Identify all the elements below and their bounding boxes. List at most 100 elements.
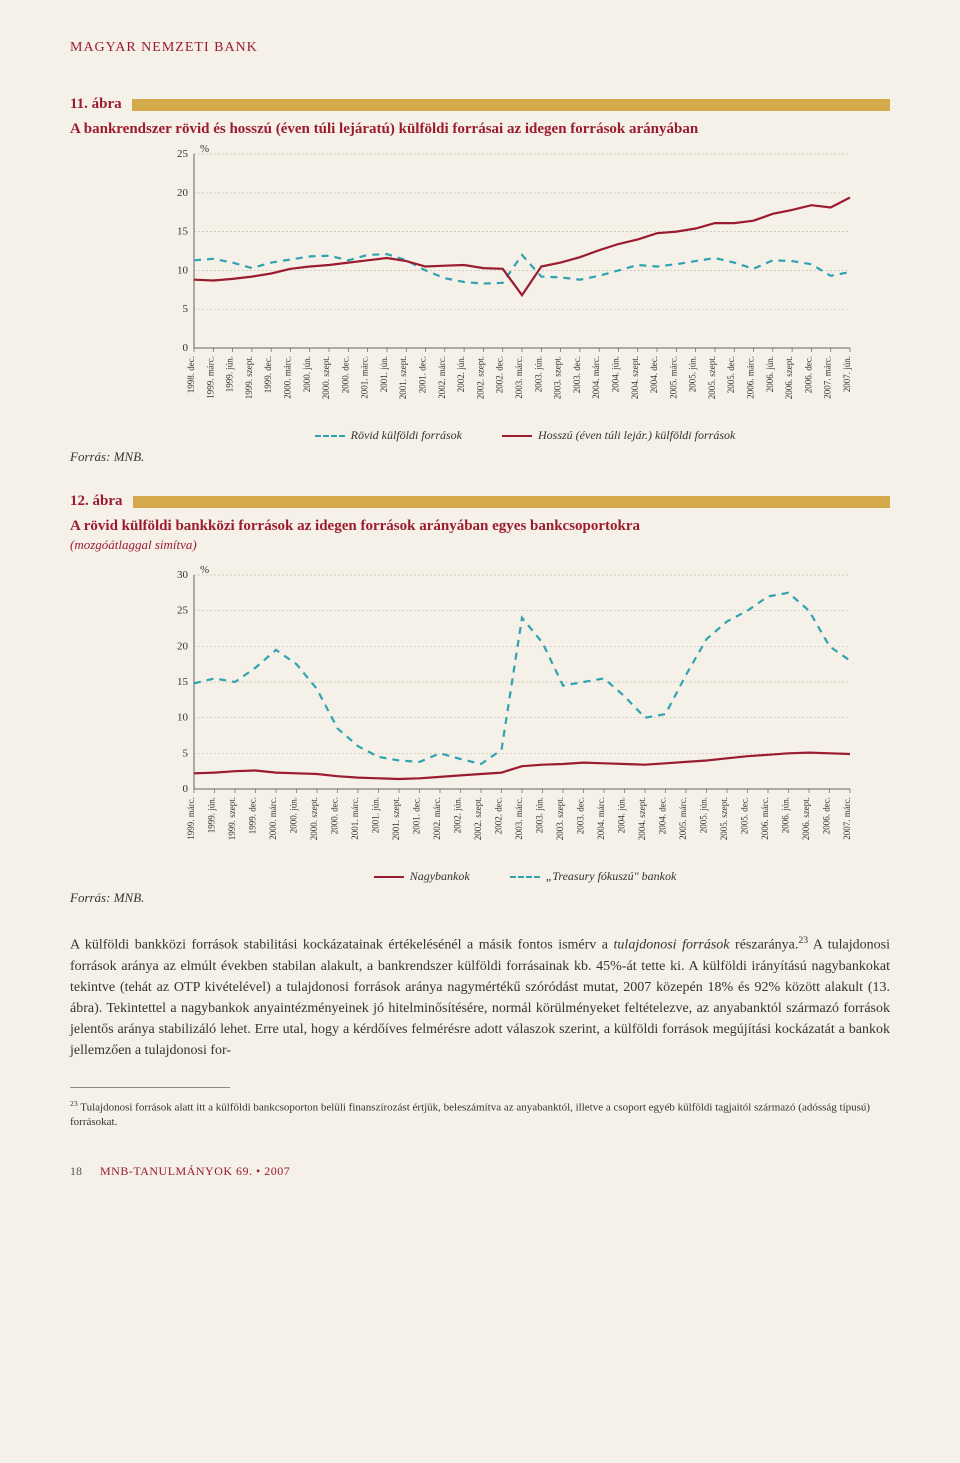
footnote-ref: 23 — [798, 935, 808, 946]
fig12-legend-label-2: „Treasury fókuszú" bankok — [546, 869, 677, 884]
svg-text:2006. márc.: 2006. márc. — [746, 356, 756, 399]
svg-text:2005. márc.: 2005. márc. — [678, 797, 688, 840]
svg-text:2001. márc.: 2001. márc. — [350, 797, 360, 840]
page-footer: 18 MNB-TANULMÁNYOK 69. • 2007 — [70, 1164, 890, 1179]
svg-text:2006. jún.: 2006. jún. — [765, 356, 775, 392]
legend-swatch-solid — [374, 876, 404, 878]
svg-text:2004. szept.: 2004. szept. — [637, 797, 647, 840]
svg-text:2002. szept.: 2002. szept. — [475, 356, 485, 399]
svg-text:20: 20 — [177, 640, 189, 652]
body-text-2: A tulajdonosi források aránya az elmúlt … — [70, 938, 890, 1058]
svg-text:2002. szept.: 2002. szept. — [473, 797, 483, 840]
svg-text:5: 5 — [183, 747, 189, 759]
svg-text:2002. márc.: 2002. márc. — [432, 797, 442, 840]
svg-text:15: 15 — [177, 226, 189, 238]
fig11-legend-label-2: Hosszú (éven túli lejár.) külföldi forrá… — [538, 428, 735, 443]
svg-text:2001. márc.: 2001. márc. — [360, 356, 370, 399]
svg-text:2000. jún.: 2000. jún. — [302, 356, 312, 392]
fig11-header: 11. ábra — [70, 96, 890, 113]
svg-text:2000. márc.: 2000. márc. — [268, 797, 278, 840]
svg-text:10: 10 — [177, 264, 189, 276]
svg-text:10: 10 — [177, 712, 189, 724]
footnote-text: Tulajdonosi források alatt itt a külföld… — [70, 1101, 870, 1128]
svg-text:2001. dec.: 2001. dec. — [418, 356, 428, 393]
svg-text:2004. márc.: 2004. márc. — [596, 797, 606, 840]
fig11-number: 11. ábra — [70, 96, 122, 113]
body-paragraph: A külföldi bankközi források stabilitási… — [70, 934, 890, 1061]
fig12-subtitle: (mozgóátlaggal simítva) — [70, 537, 890, 553]
fig12-legend: Nagybankok „Treasury fókuszú" bankok — [160, 869, 890, 884]
fig12-legend-item-2: „Treasury fókuszú" bankok — [510, 869, 677, 884]
svg-text:1999. szept.: 1999. szept. — [244, 356, 254, 399]
fig11-chart: 0510152025%1998. dec.1999. márc.1999. jú… — [160, 140, 890, 443]
svg-text:2006. jún.: 2006. jún. — [781, 797, 791, 833]
svg-text:2002. dec.: 2002. dec. — [495, 356, 505, 393]
footnote: 23 Tulajdonosi források alatt itt a külf… — [70, 1099, 890, 1130]
svg-text:2000. márc.: 2000. márc. — [282, 356, 292, 399]
legend-swatch-solid — [502, 435, 532, 437]
fig12-svg: 051015202530%1999. márc.1999. jún.1999. … — [160, 561, 860, 861]
brand-header: MAGYAR NEMZETI BANK — [70, 40, 890, 56]
svg-text:0: 0 — [183, 342, 189, 354]
body-em: tulajdonosi források — [614, 938, 730, 953]
svg-text:2005. dec.: 2005. dec. — [726, 356, 736, 393]
svg-text:2002. jún.: 2002. jún. — [456, 356, 466, 392]
svg-text:2003. jún.: 2003. jún. — [533, 356, 543, 392]
svg-text:2003. szept.: 2003. szept. — [555, 797, 565, 840]
svg-text:15: 15 — [177, 676, 189, 688]
body-text-1b: részaránya. — [730, 938, 799, 953]
svg-text:1999. jún.: 1999. jún. — [207, 797, 217, 833]
svg-text:2001. szept.: 2001. szept. — [398, 356, 408, 399]
svg-text:2001. jún.: 2001. jún. — [371, 797, 381, 833]
svg-text:2004. jún.: 2004. jún. — [617, 797, 627, 833]
fig11-legend-item-2: Hosszú (éven túli lejár.) külföldi forrá… — [502, 428, 735, 443]
fig12-title-bar — [133, 496, 891, 508]
svg-text:2004. dec.: 2004. dec. — [649, 356, 659, 393]
body-text-1: A külföldi bankközi források stabilitási… — [70, 938, 614, 953]
svg-text:2003. márc.: 2003. márc. — [514, 356, 524, 399]
svg-text:30: 30 — [177, 569, 189, 581]
svg-text:2000. jún.: 2000. jún. — [289, 797, 299, 833]
svg-text:2003. jún.: 2003. jún. — [535, 797, 545, 833]
svg-text:2003. dec.: 2003. dec. — [576, 797, 586, 834]
svg-text:2007. márc.: 2007. márc. — [842, 797, 852, 840]
svg-text:1999. dec.: 1999. dec. — [263, 356, 273, 393]
svg-text:2000. szept.: 2000. szept. — [309, 797, 319, 840]
svg-text:2000. szept.: 2000. szept. — [321, 356, 331, 399]
fig11-source: Forrás: MNB. — [70, 449, 890, 465]
fig12-header: 12. ábra — [70, 493, 890, 510]
svg-text:2001. szept.: 2001. szept. — [391, 797, 401, 840]
svg-text:2000. dec.: 2000. dec. — [340, 356, 350, 393]
svg-text:2003. dec.: 2003. dec. — [572, 356, 582, 393]
svg-text:2002. dec.: 2002. dec. — [494, 797, 504, 834]
svg-text:2006. szept.: 2006. szept. — [801, 797, 811, 840]
page-container: MAGYAR NEMZETI BANK 11. ábra A bankrends… — [0, 0, 960, 1209]
svg-text:2005. jún.: 2005. jún. — [699, 797, 709, 833]
svg-text:25: 25 — [177, 605, 189, 617]
svg-text:2005. szept.: 2005. szept. — [707, 356, 717, 399]
svg-text:2006. márc.: 2006. márc. — [760, 797, 770, 840]
fig12-title: A rövid külföldi bankközi források az id… — [70, 518, 890, 535]
svg-text:2005. dec.: 2005. dec. — [740, 797, 750, 834]
svg-text:0: 0 — [183, 783, 189, 795]
fig12-chart: 051015202530%1999. márc.1999. jún.1999. … — [160, 561, 890, 884]
svg-text:2001. dec.: 2001. dec. — [412, 797, 422, 834]
svg-text:25: 25 — [177, 148, 189, 160]
svg-text:2006. szept.: 2006. szept. — [784, 356, 794, 399]
svg-text:1999. dec.: 1999. dec. — [248, 797, 258, 834]
svg-text:2004. jún.: 2004. jún. — [610, 356, 620, 392]
svg-text:2002. jún.: 2002. jún. — [453, 797, 463, 833]
svg-text:%: % — [200, 143, 209, 155]
svg-text:2004. dec.: 2004. dec. — [658, 797, 668, 834]
svg-text:2003. szept.: 2003. szept. — [553, 356, 563, 399]
svg-text:2001. jún.: 2001. jún. — [379, 356, 389, 392]
svg-text:2005. márc.: 2005. márc. — [668, 356, 678, 399]
svg-text:2006. dec.: 2006. dec. — [803, 356, 813, 393]
svg-text:1999. szept.: 1999. szept. — [227, 797, 237, 840]
svg-text:2005. jún.: 2005. jún. — [688, 356, 698, 392]
svg-text:20: 20 — [177, 187, 189, 199]
fig11-svg: 0510152025%1998. dec.1999. márc.1999. jú… — [160, 140, 860, 420]
svg-text:2002. márc.: 2002. márc. — [437, 356, 447, 399]
svg-text:2007. márc.: 2007. márc. — [823, 356, 833, 399]
fig12-number: 12. ábra — [70, 493, 123, 510]
